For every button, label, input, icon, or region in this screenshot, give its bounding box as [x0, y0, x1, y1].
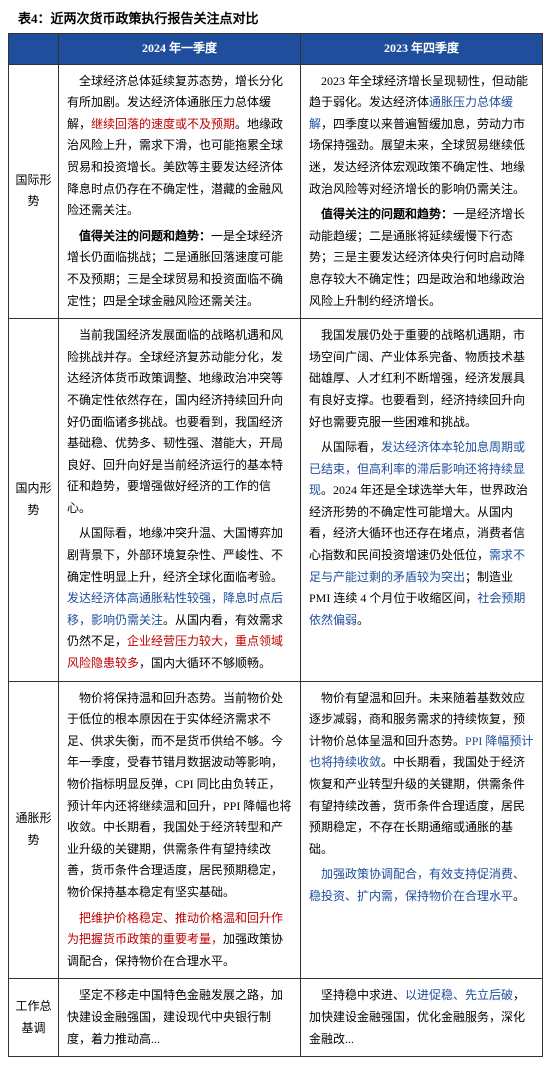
label-worktheme: 工作总基调	[9, 979, 59, 1057]
row-international: 国际形势 全球经济总体延续复苏态势，增长分化有所加剧。发达经济体通胀压力总体缓解…	[9, 64, 543, 319]
label-domestic: 国内形势	[9, 319, 59, 682]
cell-infl-2023: 物价有望温和回升。未来随着基数效应逐步减弱，商和服务需求的持续恢复，预计物价总体…	[301, 681, 543, 979]
cell-work-2024: 坚定不移走中国特色金融发展之路，加快建设金融强国，建设现代中央银行制度，着力推动…	[59, 979, 301, 1057]
row-domestic: 国内形势 当前我国经济发展面临的战略机遇和风险挑战并存。全球经济复苏动能分化，发…	[9, 319, 543, 682]
cell-work-2023: 坚持稳中求进、以进促稳、先立后破，加快建设金融强国，优化金融服务，深化金融改..…	[301, 979, 543, 1057]
cell-intl-2024: 全球经济总体延续复苏态势，增长分化有所加剧。发达经济体通胀压力总体缓解，继续回落…	[59, 64, 301, 319]
label-inflation: 通胀形势	[9, 681, 59, 979]
cell-intl-2023: 2023 年全球经济增长呈现韧性，但动能趋于弱化。发达经济体通胀压力总体缓解，四…	[301, 64, 543, 319]
header-2024: 2024 年一季度	[59, 34, 301, 65]
table-title: 表4：近两次货币政策执行报告关注点对比	[8, 8, 542, 27]
cell-infl-2024: 物价将保持温和回升态势。当前物价处于低位的根本原因在于实体经济需求不足、供求失衡…	[59, 681, 301, 979]
cell-dom-2023: 我国发展仍处于重要的战略机遇期，市场空间广阔、产业体系完备、物质技术基础雄厚、人…	[301, 319, 543, 682]
row-inflation: 通胀形势 物价将保持温和回升态势。当前物价处于低位的根本原因在于实体经济需求不足…	[9, 681, 543, 979]
row-worktheme: 工作总基调 坚定不移走中国特色金融发展之路，加快建设金融强国，建设现代中央银行制…	[9, 979, 543, 1057]
label-international: 国际形势	[9, 64, 59, 319]
cell-dom-2024: 当前我国经济发展面临的战略机遇和风险挑战并存。全球经济复苏动能分化，发达经济体货…	[59, 319, 301, 682]
comparison-table: 2024 年一季度 2023 年四季度 国际形势 全球经济总体延续复苏态势，增长…	[8, 33, 543, 1057]
header-blank	[9, 34, 59, 65]
header-2023: 2023 年四季度	[301, 34, 543, 65]
